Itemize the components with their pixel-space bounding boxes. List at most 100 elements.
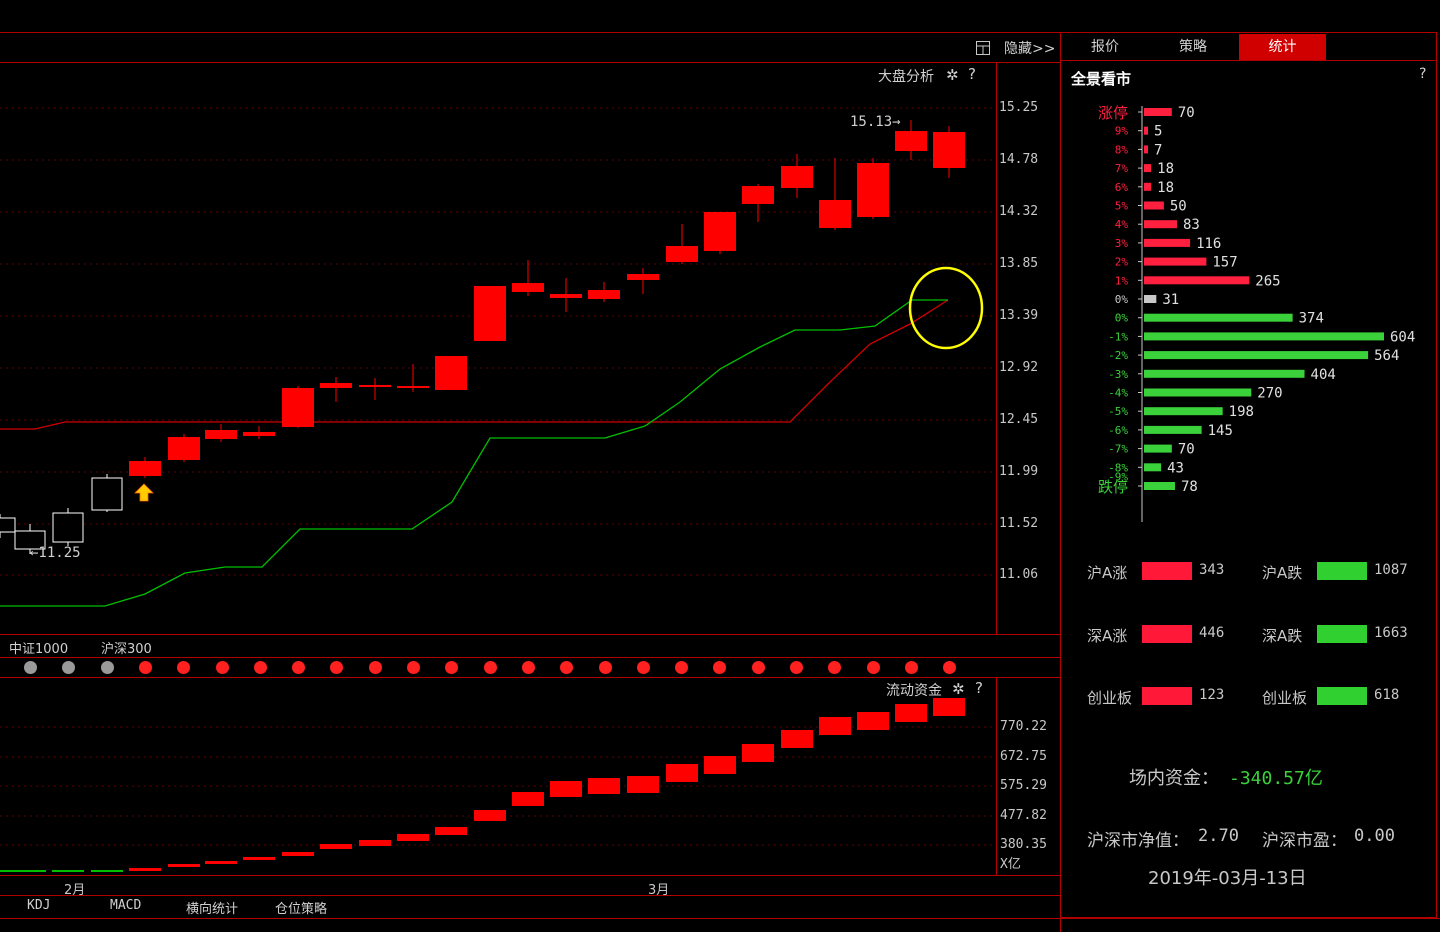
- candle: [550, 294, 582, 298]
- candle: [205, 430, 237, 439]
- signal-dot: [675, 661, 689, 674]
- hist-label: 5%: [1115, 200, 1129, 213]
- signal-dot: [636, 661, 650, 674]
- index-tab-zz1000[interactable]: 中证1000: [9, 642, 69, 657]
- candle: [512, 283, 544, 292]
- hist-value: 7: [1154, 142, 1162, 158]
- candle: [320, 383, 352, 388]
- hist-bar: [1144, 276, 1250, 285]
- tab-position-strategy[interactable]: 仓位策略: [275, 902, 328, 917]
- tab-horizontal-stats[interactable]: 横向统计: [186, 902, 239, 917]
- signal-dot: [100, 661, 114, 674]
- month-label-feb: 2月: [64, 883, 86, 898]
- price-label: 13.85: [999, 256, 1039, 271]
- candle: [627, 274, 659, 280]
- hist-bar: [1144, 164, 1152, 173]
- flow-bar: [205, 861, 237, 864]
- signal-dot: [904, 661, 918, 674]
- hist-label: -3%: [1108, 368, 1128, 381]
- pb-label: 沪深市净值：: [1087, 831, 1189, 851]
- tab-quote[interactable]: 报价: [1091, 39, 1119, 55]
- flow-bar: [550, 781, 582, 797]
- ma-red-line: [0, 299, 949, 430]
- panel-help-icon[interactable]: ?: [1419, 66, 1427, 82]
- stat-up-bar: [1142, 687, 1192, 705]
- hist-value: 18: [1157, 161, 1174, 177]
- candle: [819, 200, 851, 228]
- hist-bar: [1144, 463, 1162, 472]
- flow-title[interactable]: 流动资金: [886, 683, 942, 699]
- flow-gear-icon[interactable]: ✲: [952, 680, 965, 698]
- flow-bar: [781, 730, 813, 748]
- signal-dot: [330, 661, 344, 674]
- tab-kdj[interactable]: KDJ: [27, 898, 51, 913]
- gear-icon[interactable]: ✲: [946, 66, 959, 84]
- flow-bar: [14, 870, 46, 872]
- highlight-circle: [908, 266, 984, 350]
- stat-up-label: 深A涨: [1087, 627, 1128, 645]
- hist-label: 9%: [1115, 125, 1129, 138]
- indicator-label[interactable]: 大盘分析: [878, 69, 934, 85]
- flow-bar: [742, 744, 774, 762]
- flow-bar: [933, 698, 965, 716]
- kline-chart: 15.13→ ←11.25: [0, 107, 996, 607]
- hide-button[interactable]: 隐藏>>: [1004, 41, 1056, 57]
- hist-label: -5%: [1108, 405, 1128, 418]
- grid-icon[interactable]: [976, 40, 990, 55]
- month-label-mar: 3月: [648, 883, 670, 898]
- price-label: 11.06: [999, 567, 1039, 582]
- hist-bar: [1144, 145, 1148, 154]
- hist-label: -4%: [1108, 387, 1128, 400]
- hist-label: 2%: [1115, 256, 1129, 269]
- stat-down-value: 1087: [1374, 562, 1408, 578]
- candle: [282, 388, 314, 427]
- price-label: 13.39: [999, 308, 1039, 323]
- index-tab-hs300[interactable]: 沪深300: [101, 642, 152, 657]
- hist-bar: [1144, 482, 1175, 490]
- flow-label: 477.82: [1000, 808, 1047, 823]
- flow-bar: [474, 810, 506, 821]
- tab-statistics[interactable]: 统计: [1239, 34, 1326, 60]
- candle: [588, 290, 620, 299]
- flow-bar: [282, 852, 314, 856]
- flow-help-icon[interactable]: ?: [975, 679, 983, 697]
- hist-label: 涨停: [1098, 104, 1128, 122]
- hist-value: 18: [1157, 180, 1174, 196]
- candle: [435, 356, 467, 390]
- hist-bar: [1144, 257, 1207, 266]
- stat-down-label: 沪A跌: [1262, 564, 1303, 582]
- flow-bar: [627, 776, 659, 793]
- hist-value: 43: [1167, 460, 1184, 476]
- candle: [742, 186, 774, 204]
- signal-dot: [713, 661, 727, 674]
- flow-bar: [0, 870, 16, 872]
- tab-strategy[interactable]: 策略: [1179, 39, 1207, 55]
- low-price-marker: ←11.25: [30, 545, 81, 561]
- hist-label: -9%: [1108, 471, 1128, 484]
- signal-dot: [445, 661, 459, 674]
- hist-value: 70: [1178, 442, 1195, 458]
- tab-macd[interactable]: MACD: [110, 898, 142, 913]
- signal-dot: [177, 661, 191, 674]
- candle: [0, 517, 16, 533]
- help-icon[interactable]: ?: [968, 65, 976, 83]
- pe-label: 沪深市盈：: [1262, 831, 1347, 851]
- candle: [52, 512, 84, 543]
- hist-bar: [1144, 444, 1172, 453]
- stat-up-bar: [1142, 562, 1192, 580]
- right-panel: [1060, 32, 1437, 918]
- stat-down-bar: [1317, 625, 1367, 643]
- price-label: 15.25: [999, 100, 1039, 115]
- hist-label: 0%: [1115, 312, 1129, 325]
- hist-label: -1%: [1108, 330, 1128, 343]
- stat-up-label: 创业板: [1087, 689, 1133, 707]
- stat-down-value: 1663: [1374, 625, 1408, 641]
- hist-bar: [1144, 425, 1202, 434]
- flow-bar: [320, 844, 352, 849]
- hist-bar: [1144, 182, 1152, 191]
- signal-dot: [138, 661, 152, 674]
- stat-down-bar: [1317, 687, 1367, 705]
- candle: [397, 386, 429, 388]
- flow-bar: [129, 868, 161, 871]
- stat-up-label: 沪A涨: [1087, 564, 1128, 582]
